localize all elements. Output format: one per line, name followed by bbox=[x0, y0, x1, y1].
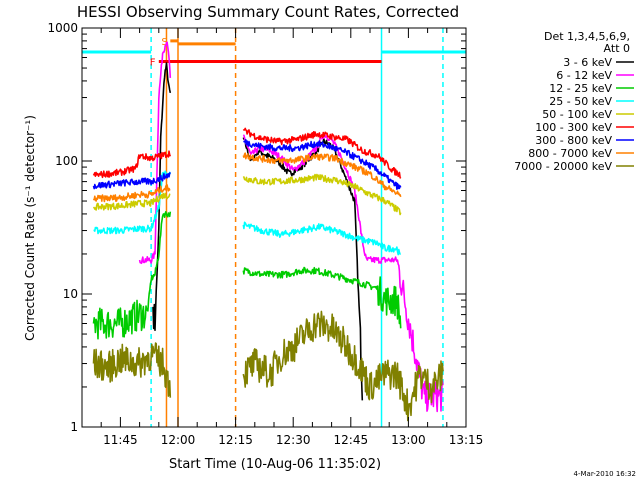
series-line-2 bbox=[138, 41, 444, 413]
y-tick-label-3: 100 bbox=[55, 154, 78, 168]
series-layer bbox=[92, 41, 444, 422]
status-bars: SF bbox=[82, 37, 466, 68]
status-bar-label-s: S bbox=[161, 37, 167, 48]
x-tick-label-5: 12:45 bbox=[334, 433, 369, 447]
status-bar-label-f: F bbox=[150, 57, 156, 68]
y-tick-label-4: 1000 bbox=[47, 21, 78, 35]
legend-header-line-2: Att 0 bbox=[604, 42, 630, 55]
legend-label-4: 25 - 50 keV bbox=[549, 95, 612, 108]
series-line-8 bbox=[94, 153, 444, 201]
legend-label-6: 100 - 300 keV bbox=[535, 121, 612, 134]
axes: 11:45 12:00 12:15 12:30 12:45 13:00 13:15 1 10 10… bbox=[47, 21, 483, 447]
x-tick-label-1: 11:45 bbox=[103, 433, 138, 447]
series-line-9 bbox=[92, 310, 444, 422]
legend-label-2: 6 - 12 keV bbox=[556, 69, 612, 82]
y-tick-label-2: 10 bbox=[63, 287, 78, 301]
chart-title: HESSI Observing Summary Count Rates, Cor… bbox=[77, 3, 459, 21]
legend-label-7: 300 - 800 keV bbox=[535, 134, 612, 147]
x-tick-label-2: 12:00 bbox=[161, 433, 196, 447]
legend-label-9: 7000 - 20000 keV bbox=[514, 160, 612, 173]
legend-header-line-1: Det 1,3,4,5,6,9, bbox=[544, 30, 630, 43]
y-axis-label: Corrected Count Rate (s⁻¹ detector⁻¹) bbox=[23, 115, 37, 341]
series-line-7 bbox=[94, 140, 444, 189]
x-tick-label-3: 12:15 bbox=[218, 433, 253, 447]
legend-label-5: 50 - 100 keV bbox=[542, 108, 612, 121]
y-tick-label-1: 1 bbox=[70, 420, 78, 434]
footer-date: 4-Mar-2010 16:32 bbox=[574, 470, 636, 478]
x-axis-label: Start Time (10-Aug-06 11:35:02) bbox=[169, 457, 381, 472]
legend-label-3: 12 - 25 keV bbox=[549, 82, 612, 95]
time-markers bbox=[150, 28, 444, 427]
x-tick-label-4: 12:30 bbox=[276, 433, 311, 447]
legend-label-1: 3 - 6 keV bbox=[563, 56, 612, 69]
legend-label-8: 800 - 7000 keV bbox=[528, 147, 612, 160]
x-tick-label-7: 13:15 bbox=[449, 433, 484, 447]
x-tick-label-6: 13:00 bbox=[391, 433, 426, 447]
